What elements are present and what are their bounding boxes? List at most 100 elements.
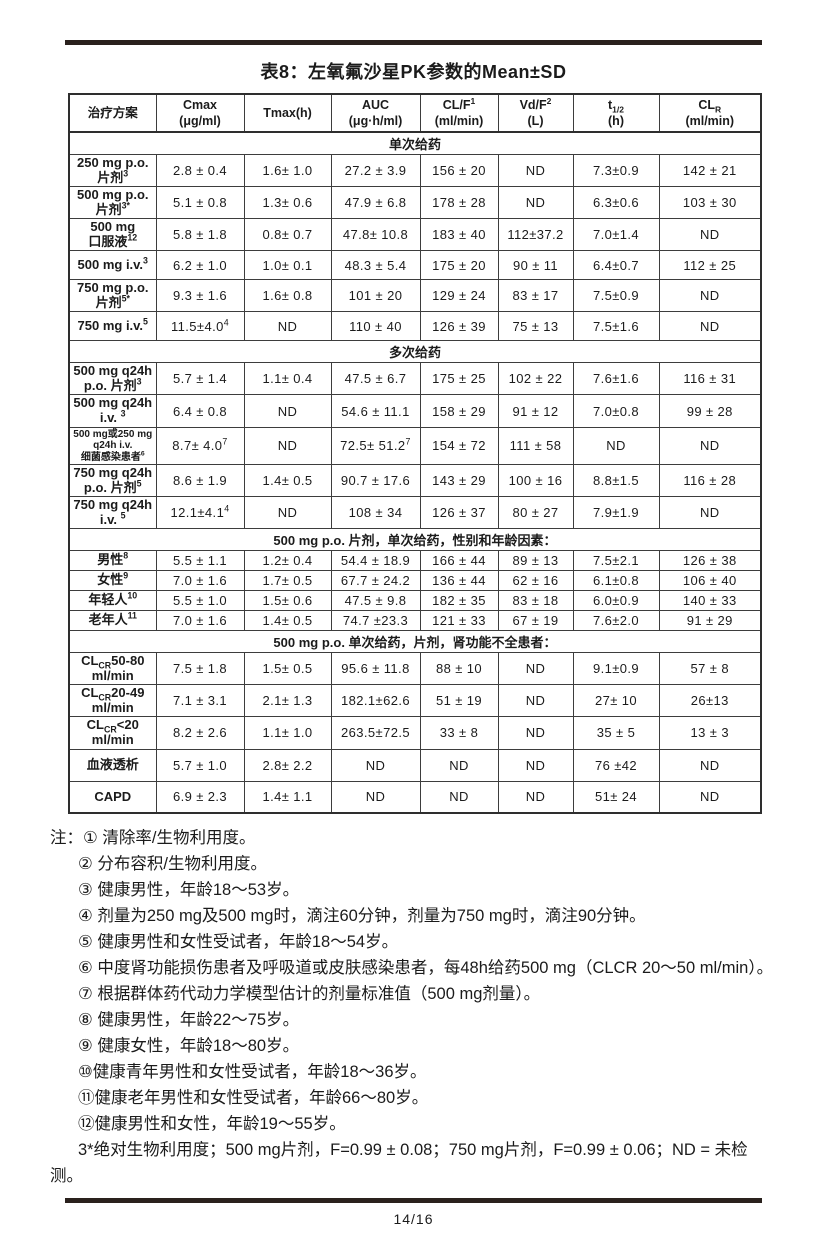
- table-cell: 7.9±1.9: [572, 496, 660, 530]
- table-cell: 1.3± 0.6: [243, 186, 332, 220]
- table-cell: 112±37.2: [497, 218, 574, 252]
- table-cell: 7.5±1.6: [572, 311, 660, 342]
- table-cell: 5.8 ± 1.8: [155, 218, 245, 252]
- notes-section: 注：① 清除率/生物利用度。 ② 分布容积/生物利用度。 ③ 健康男性，年龄18～5…: [50, 825, 779, 1189]
- table-cell: 7.0±1.4: [572, 218, 660, 252]
- table-cell: 1.4± 1.1: [243, 780, 332, 814]
- table-cell: 103 ± 30: [658, 186, 762, 220]
- table-cell: 1.7± 0.5: [243, 570, 332, 592]
- table-cell: 91 ± 12: [497, 394, 574, 428]
- row-label: 250 mg p.o. 片剂3: [68, 153, 157, 188]
- table-cell: 178 ± 28: [419, 186, 499, 220]
- table-row: 500 mg i.v.3 6.2 ± 1.0 1.0± 0.1 48.3 ± 5.4 1…: [68, 250, 762, 281]
- table-cell: 175 ± 20: [419, 250, 499, 281]
- table-cell: 6.4±0.7: [572, 250, 660, 281]
- table-cell: 57 ± 8: [658, 652, 762, 686]
- table-cell: 6.1±0.8: [572, 570, 660, 592]
- row-label: 男性8: [68, 550, 157, 572]
- table-cell: 1.4± 0.5: [243, 464, 332, 498]
- table-header-row: 治疗方案 Cmax (μg/ml) Tmax(h) AUC (μg·h/ml) CL/F…: [68, 93, 762, 133]
- table-cell: 54.4 ± 18.9: [330, 550, 421, 572]
- table-cell: 126 ± 37: [419, 496, 499, 530]
- table-cell: 136 ± 44: [419, 570, 499, 592]
- row-label: 500 mg p.o. 片剂3*: [68, 186, 157, 220]
- table-row: 血液透析 5.7 ± 1.0 2.8± 2.2 ND ND ND 76 ±42 ND: [68, 748, 762, 782]
- table-cell: 80 ± 27: [497, 496, 574, 530]
- bioavailability-note: 3*绝对生物利用度；500 mg片剂，F=0.99 ± 0.08；750 mg片…: [50, 1141, 748, 1186]
- table-cell: 182.1±62.6: [330, 684, 421, 718]
- table-cell: 5.5 ± 1.0: [155, 590, 245, 612]
- column-header: 治疗方案: [68, 93, 157, 133]
- table-row: 女性9 7.0 ± 1.6 1.7± 0.5 67.7 ± 24.2 136 ± 44 6…: [68, 570, 762, 592]
- row-label: 750 mg q24h p.o. 片剂5: [68, 464, 157, 498]
- table-cell: 12.1±4.14: [155, 496, 245, 530]
- section-row: 多次给药: [68, 340, 762, 364]
- section-label: 单次给药: [68, 131, 762, 155]
- table-cell: 99 ± 28: [658, 394, 762, 428]
- table-cell: 112 ± 25: [658, 250, 762, 281]
- table-cell: 1.4± 0.5: [243, 610, 332, 632]
- table-row: CAPD 6.9 ± 2.3 1.4± 1.1 ND ND ND 51± 24 ND: [68, 780, 762, 814]
- table-cell: 33 ± 8: [419, 716, 499, 750]
- table-cell: ND: [497, 153, 574, 188]
- table-cell: 121 ± 33: [419, 610, 499, 632]
- table-cell: 51 ± 19: [419, 684, 499, 718]
- table-cell: ND: [243, 496, 332, 530]
- row-label: 女性9: [68, 570, 157, 592]
- page-footer: 14/16: [0, 1198, 827, 1227]
- page-number: 14/16: [393, 1211, 434, 1227]
- table-cell: 106 ± 40: [658, 570, 762, 592]
- table-cell: 102 ± 22: [497, 362, 574, 396]
- section-label: 多次给药: [68, 340, 762, 364]
- top-rule: [65, 40, 762, 45]
- bottom-rule: [65, 1198, 762, 1203]
- table-cell: ND: [497, 684, 574, 718]
- row-label: 750 mg p.o. 片剂5*: [68, 279, 157, 313]
- row-label: 500 mg i.v.3: [68, 250, 157, 281]
- row-label: CLCR<20 ml/min: [68, 716, 157, 750]
- table-cell: 7.3±0.9: [572, 153, 660, 188]
- table-cell: 1.2± 0.4: [243, 550, 332, 572]
- row-label: 血液透析: [68, 748, 157, 782]
- table-cell: 76 ±42: [572, 748, 660, 782]
- table-cell: 8.6 ± 1.9: [155, 464, 245, 498]
- table-cell: ND: [497, 716, 574, 750]
- row-label: 500 mg q24h p.o. 片剂3: [68, 362, 157, 396]
- table-title: 表8：左氧氟沙星PK参数的Mean±SD: [260, 62, 567, 82]
- table-cell: ND: [243, 426, 332, 466]
- table-cell: 83 ± 17: [497, 279, 574, 313]
- table-row: 500 mg 口服液12 5.8 ± 1.8 0.8± 0.7 47.8± 10.8 1…: [68, 218, 762, 252]
- table-cell: 140 ± 33: [658, 590, 762, 612]
- table-cell: 89 ± 13: [497, 550, 574, 572]
- table-cell: 101 ± 20: [330, 279, 421, 313]
- row-label: CLCR50-80 ml/min: [68, 652, 157, 686]
- table-cell: 8.8±1.5: [572, 464, 660, 498]
- table-cell: 7.0 ± 1.6: [155, 570, 245, 592]
- row-label: CAPD: [68, 780, 157, 814]
- table-cell: 7.0±0.8: [572, 394, 660, 428]
- table-cell: 154 ± 72: [419, 426, 499, 466]
- table-row: 500 mg q24h p.o. 片剂3 5.7 ± 1.4 1.1± 0.4 47.…: [68, 362, 762, 396]
- table-cell: 1.5± 0.6: [243, 590, 332, 612]
- table-cell: 91 ± 29: [658, 610, 762, 632]
- table-cell: ND: [243, 311, 332, 342]
- table-cell: 7.5±0.9: [572, 279, 660, 313]
- table-cell: 9.1±0.9: [572, 652, 660, 686]
- table-cell: 7.1 ± 3.1: [155, 684, 245, 718]
- section-label: 500 mg p.o. 片剂，单次给药，性别和年龄因素：: [68, 528, 762, 552]
- table-row: 750 mg q24h i.v. 5 12.1±4.14 ND 108 ± 34 126…: [68, 496, 762, 530]
- table-cell: 9.3 ± 1.6: [155, 279, 245, 313]
- table-cell: 47.5 ± 9.8: [330, 590, 421, 612]
- table-cell: 1.6± 1.0: [243, 153, 332, 188]
- note-line: ⑦ 根据群体药代动力学模型估计的剂量标准值（500 mg剂量）。: [78, 985, 541, 1004]
- table-cell: 1.5± 0.5: [243, 652, 332, 686]
- table-cell: 67.7 ± 24.2: [330, 570, 421, 592]
- table-cell: ND: [658, 780, 762, 814]
- note-line: ⑩健康青年男性和女性受试者，年龄18～36岁。: [78, 1063, 427, 1082]
- table-row: 500 mg q24h i.v. 3 6.4 ± 0.8 ND 54.6 ± 11.1…: [68, 394, 762, 428]
- table-cell: 116 ± 31: [658, 362, 762, 396]
- table-cell: 6.2 ± 1.0: [155, 250, 245, 281]
- table-cell: 83 ± 18: [497, 590, 574, 612]
- table-cell: ND: [658, 218, 762, 252]
